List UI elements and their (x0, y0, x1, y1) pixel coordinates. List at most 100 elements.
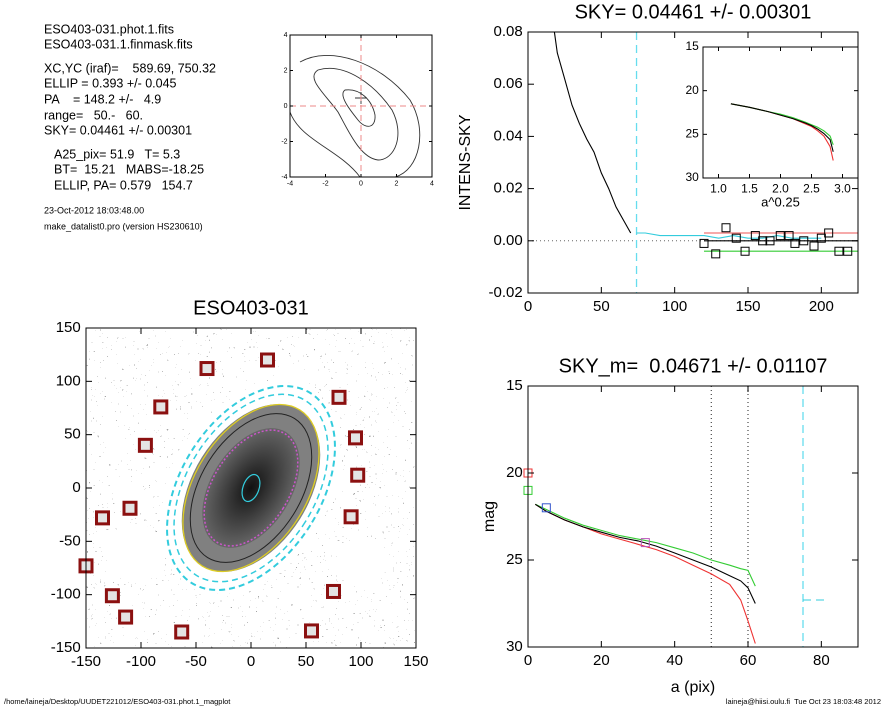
x-tick-label: 60 (740, 652, 757, 669)
data-point (824, 228, 834, 238)
y-tick-label: 0 (72, 479, 80, 496)
y-tick-label: 15 (506, 377, 523, 394)
data-point (816, 233, 826, 243)
y-tick-label: 2 (284, 67, 288, 74)
data-point (350, 467, 366, 483)
data-point (731, 233, 741, 243)
x-tick-label: 0 (359, 180, 363, 187)
data-point (174, 624, 190, 640)
data-point (765, 236, 775, 246)
y-tick-label: 30 (685, 170, 699, 184)
x-tick-label: 20 (593, 652, 610, 669)
y-tick-label: 0.08 (494, 23, 523, 40)
info-line: SKY= 0.04461 +/- 0.00301 (44, 123, 192, 137)
x-axis-label: a (pix) (671, 679, 715, 696)
y-tick-label: 100 (56, 372, 81, 389)
x-tick-label: 150 (403, 653, 428, 670)
x-tick-label: 100 (348, 653, 373, 670)
x-tick-label: 2.0 (772, 182, 789, 196)
info-line: XC,YC (iraf)= 589.69, 750.32 (44, 61, 216, 75)
x-tick-label: 100 (662, 298, 687, 315)
y-tick-label: 0.04 (494, 127, 523, 144)
info-line: ESO403-031.1.finmask.fits (44, 37, 193, 51)
data-point (775, 231, 785, 241)
x-tick-label: 2.5 (803, 182, 820, 196)
chart-title: ESO403-031 (193, 297, 309, 319)
data-point (122, 500, 138, 516)
data-point (541, 503, 551, 513)
x-tick-label: 200 (809, 298, 834, 315)
data-line (553, 31, 632, 234)
x-tick-label: 50 (298, 653, 315, 670)
info-block: ESO403-031.phot.1.fits ESO403-031.1.finm… (44, 22, 216, 231)
data-point (260, 352, 275, 368)
x-tick-label: 1.0 (710, 182, 727, 196)
data-point (331, 389, 347, 405)
axes-frame (527, 385, 859, 648)
data-point (640, 538, 650, 548)
contours (289, 54, 421, 178)
x-tick-label: 40 (666, 652, 683, 669)
y-tick-label: 150 (56, 319, 81, 336)
info-date: 23-Oct-2012 18:03:48.00 (44, 205, 144, 215)
y-axis-label: INTENS-SKY (457, 114, 474, 210)
info-line: range= 50.- 60. (44, 108, 143, 122)
y-tick-label: 20 (685, 83, 699, 97)
data-line (535, 503, 756, 604)
y-tick-label: -2 (281, 138, 287, 145)
footer-path: /home/laineja/Desktop/UUDET221012/ESO403… (4, 697, 231, 706)
data-point (740, 246, 750, 256)
data-point (326, 583, 341, 599)
x-tick-label: 0 (524, 652, 532, 669)
chart-title: SKY_m= 0.04671 +/- 0.01107 (559, 355, 828, 377)
data-point (304, 623, 319, 639)
info-line: PA = 148.2 +/- 4.9 (44, 92, 161, 106)
footer-user: laineja@hiisi.oulu.fi Tue Oct 23 18:03:4… (726, 697, 881, 706)
x-tick-label: 150 (735, 298, 760, 315)
y-tick-label: 0.00 (494, 232, 523, 249)
data-point (790, 238, 800, 248)
x-tick-label: 0 (247, 653, 255, 670)
x-tick-label: -4 (287, 180, 293, 187)
data-line (730, 103, 834, 152)
x-tick-label: 50 (593, 298, 610, 315)
y-tick-label: 0 (284, 103, 288, 110)
data-point (750, 231, 760, 241)
y-tick-label: -50 (59, 532, 81, 549)
data-point (137, 437, 153, 453)
y-tick-label: 50 (64, 426, 81, 443)
y-tick-label: 25 (506, 551, 523, 568)
data-point (118, 609, 134, 625)
data-point (348, 430, 363, 446)
data-point (343, 509, 359, 525)
data-point (199, 361, 215, 377)
data-line (535, 503, 756, 587)
data-point (799, 236, 809, 246)
y-tick-label: 4 (284, 32, 288, 39)
x-tick-label: -150 (71, 653, 101, 670)
x-tick-label: -2 (322, 180, 328, 187)
data-point (699, 238, 709, 248)
info-program: make_datalist0.pro (version HS230610) (44, 221, 203, 231)
x-tick-label: -100 (126, 653, 156, 670)
info-line: ESO403-031.phot.1.fits (44, 22, 174, 36)
y-tick-label: 25 (685, 127, 699, 141)
x-tick-label: 3.0 (834, 182, 851, 196)
plot-area (528, 386, 858, 647)
info-line: A25_pix= 51.9 T= 5.3 (54, 147, 180, 161)
data-point (104, 588, 120, 604)
x-tick-label: 2 (395, 180, 399, 187)
info-line: ELLIP = 0.393 +/- 0.045 (44, 76, 177, 90)
x-axis-label: a^0.25 (761, 194, 800, 209)
data-point (809, 241, 819, 251)
y-tick-label: -150 (51, 639, 81, 656)
x-tick-label: 0 (524, 298, 532, 315)
y-tick-label: 15 (685, 39, 699, 53)
x-tick-label: 1.5 (741, 182, 758, 196)
y-tick-label: 30 (506, 638, 523, 655)
data-point (153, 399, 169, 415)
data-point (95, 510, 110, 526)
y-tick-label: 20 (506, 464, 523, 481)
data-point (758, 236, 768, 246)
